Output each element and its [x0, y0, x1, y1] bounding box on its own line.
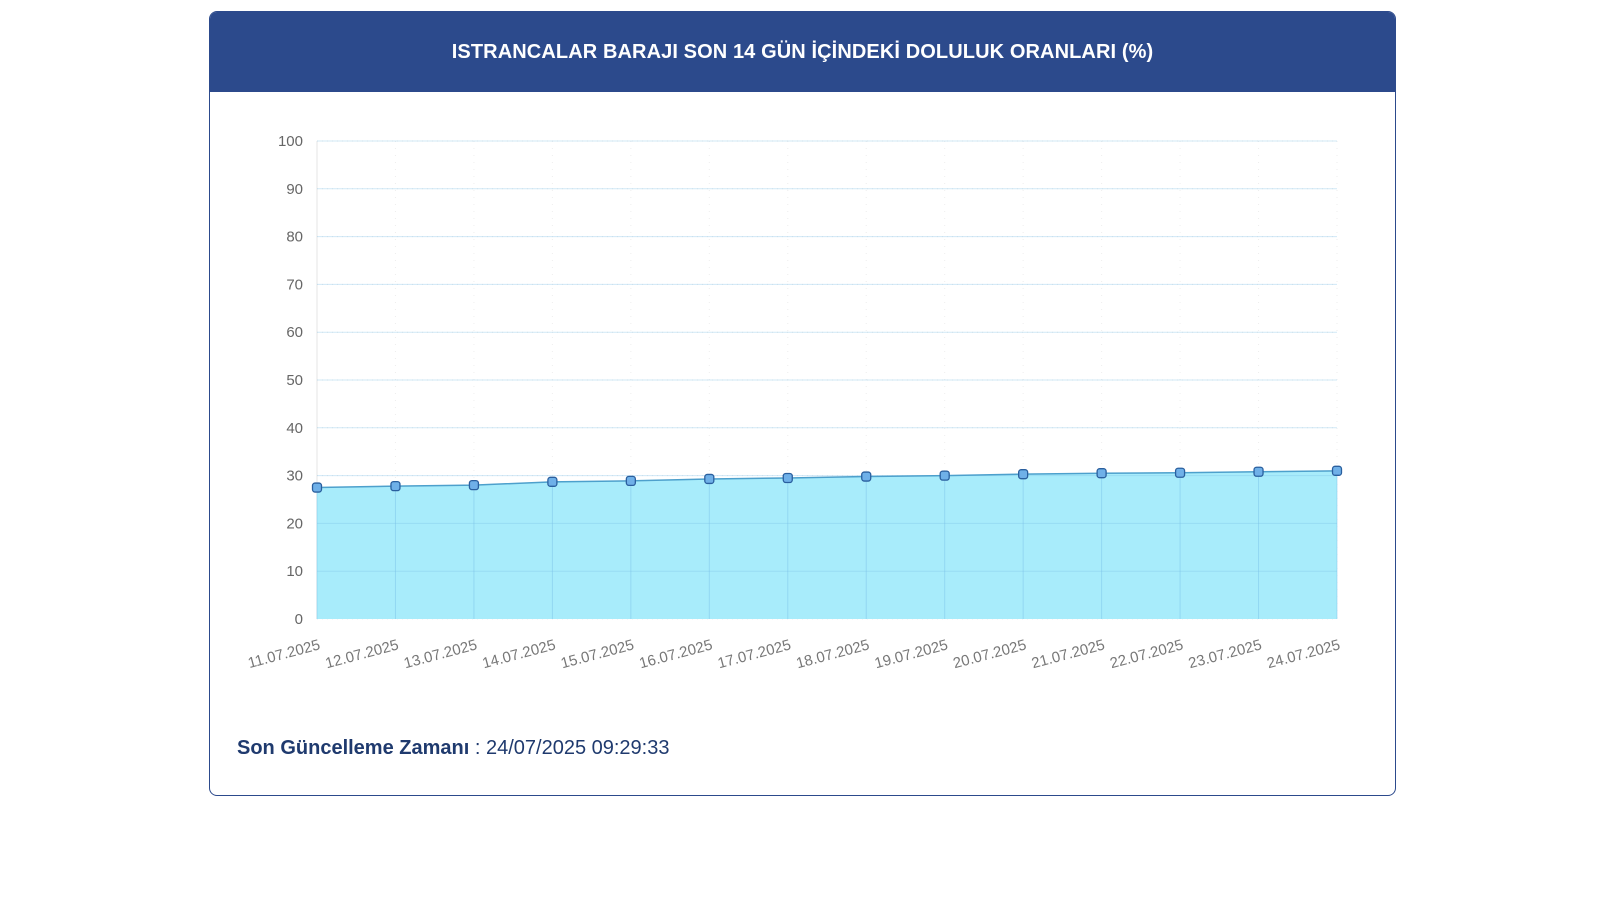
data-point [1096, 468, 1107, 479]
data-point [704, 473, 715, 485]
x-tick-label: 14.07.2025 [481, 636, 558, 672]
y-tick-label: 30 [286, 468, 303, 485]
data-point [468, 480, 480, 491]
x-tick-label: 12.07.2025 [324, 636, 401, 672]
y-tick-label: 80 [286, 229, 303, 246]
x-tick-label: 23.07.2025 [1187, 636, 1264, 672]
x-tick-label: 18.07.2025 [794, 636, 871, 672]
data-point [311, 482, 323, 493]
data-point [939, 470, 950, 481]
x-tick-label: 13.07.2025 [402, 636, 479, 672]
y-tick-label: 20 [286, 515, 303, 532]
fill-rate-chart: 0 10 20 30 40 50 60 70 80 90 100 11.07.2025 12.07.20… [246, 133, 1343, 672]
data-point [1253, 466, 1264, 477]
data-point [1174, 467, 1186, 478]
y-tick-label: 40 [286, 420, 303, 437]
x-tick-label: 17.07.2025 [716, 636, 793, 672]
x-tick-label: 11.07.2025 [246, 636, 322, 672]
y-tick-label: 90 [286, 181, 303, 198]
chart-title: ISTRANCALAR BARAJI SON 14 GÜN İÇİNDEKİ D… [210, 12, 1395, 92]
y-tick-label: 60 [286, 324, 303, 341]
x-tick-label: 22.07.2025 [1108, 636, 1185, 672]
last-update-label: Son Güncelleme Zamanı [237, 737, 470, 759]
y-tick-label: 10 [286, 563, 303, 580]
x-tick-label: 16.07.2025 [637, 636, 714, 672]
last-update: Son Güncelleme Zamanı : 24/07/2025 09:29… [237, 737, 669, 760]
data-point [861, 471, 872, 482]
x-tick-label: 20.07.2025 [951, 636, 1028, 672]
y-tick-label: 70 [286, 276, 303, 293]
x-tick-label: 15.07.2025 [559, 636, 636, 672]
y-tick-label: 100 [278, 133, 303, 150]
series-line [316, 470, 1338, 489]
x-tick-label: 24.07.2025 [1265, 636, 1342, 672]
data-point [1018, 469, 1029, 480]
y-tick-label: 50 [286, 372, 303, 389]
y-tick-label: 0 [295, 611, 303, 628]
series-area [317, 470, 1337, 619]
data-point [390, 480, 401, 492]
last-update-value: 24/07/2025 09:29:33 [485, 737, 670, 759]
chart-card: ISTRANCALAR BARAJI SON 14 GÜN İÇİNDEKİ D… [209, 11, 1396, 796]
chart-area: 0 10 20 30 40 50 60 70 80 90 100 11.07.2025 12.07.20… [210, 92, 1395, 722]
data-point [782, 472, 793, 484]
x-tick-label: 19.07.2025 [873, 636, 950, 672]
data-point [547, 476, 558, 487]
last-update-separator: : [469, 737, 486, 759]
x-tick-label: 21.07.2025 [1030, 636, 1107, 672]
data-point [1331, 465, 1343, 476]
data-point [625, 475, 636, 487]
